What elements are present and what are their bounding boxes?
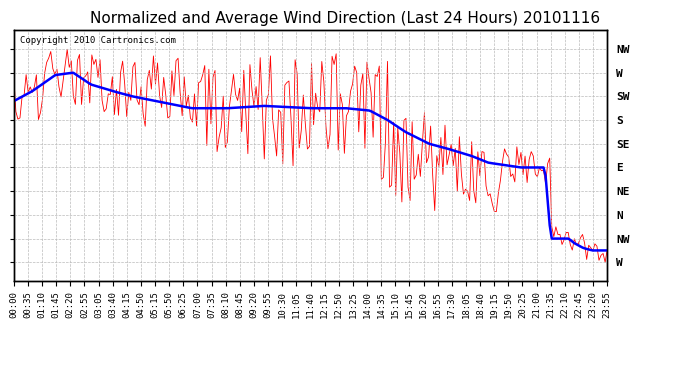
Text: Copyright 2010 Cartronics.com: Copyright 2010 Cartronics.com — [20, 36, 176, 45]
Text: Normalized and Average Wind Direction (Last 24 Hours) 20101116: Normalized and Average Wind Direction (L… — [90, 11, 600, 26]
